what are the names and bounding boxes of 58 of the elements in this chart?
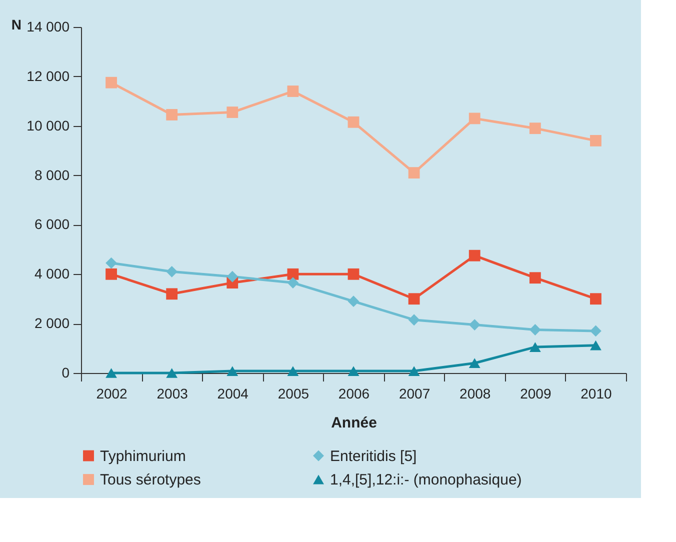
point bbox=[106, 76, 117, 88]
x-tick-label: 2007 bbox=[398, 386, 430, 402]
point bbox=[348, 296, 360, 308]
legend-label: Enteritidis [5] bbox=[330, 448, 417, 465]
y-tick-label: 10 000 bbox=[26, 117, 70, 134]
y-axis-title: N bbox=[11, 16, 22, 32]
point bbox=[590, 325, 602, 337]
legend-label: Tous sérotypes bbox=[100, 472, 201, 488]
x-tick-label: 2004 bbox=[217, 386, 249, 402]
x-tick-label: 2006 bbox=[338, 386, 370, 402]
point bbox=[348, 268, 360, 280]
point bbox=[226, 270, 238, 282]
point bbox=[226, 106, 238, 118]
point bbox=[226, 366, 238, 376]
point bbox=[529, 122, 541, 134]
point bbox=[468, 358, 480, 368]
point bbox=[408, 314, 420, 326]
y-tick-label: 4 000 bbox=[34, 266, 70, 282]
point bbox=[590, 134, 602, 146]
x-tick-label: 2008 bbox=[460, 386, 491, 402]
y-tick-label: 2 000 bbox=[34, 315, 70, 332]
y-tick-label: 8 000 bbox=[34, 166, 70, 183]
point bbox=[348, 366, 360, 376]
point bbox=[287, 86, 299, 97]
y-tick-label: 14 000 bbox=[26, 18, 70, 34]
point bbox=[106, 257, 117, 269]
point bbox=[166, 266, 178, 278]
y-tick-label: 6 000 bbox=[34, 216, 70, 232]
point bbox=[106, 368, 117, 378]
point bbox=[106, 268, 117, 280]
x-tick-label: 2010 bbox=[580, 386, 612, 402]
point bbox=[287, 268, 299, 280]
point bbox=[166, 288, 178, 300]
point bbox=[468, 112, 480, 124]
point bbox=[590, 293, 602, 305]
point bbox=[408, 366, 420, 376]
point bbox=[287, 366, 299, 376]
x-tick-label: 2009 bbox=[520, 386, 552, 402]
y-tick-label: 0 bbox=[62, 364, 70, 380]
legend-label: 1,4,[5],12:i:- (monophasique) bbox=[330, 472, 522, 488]
x-tick-label: 2005 bbox=[278, 386, 310, 402]
point bbox=[166, 368, 178, 378]
point bbox=[408, 293, 420, 305]
point bbox=[529, 342, 541, 352]
point bbox=[590, 340, 602, 350]
point bbox=[348, 116, 360, 128]
point bbox=[287, 277, 299, 288]
point bbox=[529, 324, 541, 336]
y-tick-label: 12 000 bbox=[26, 68, 70, 84]
x-axis-title: Année bbox=[331, 414, 377, 432]
x-tick-label: 2003 bbox=[156, 386, 188, 402]
x-tick-label: 2002 bbox=[96, 386, 128, 402]
point bbox=[529, 272, 541, 284]
point bbox=[166, 109, 178, 120]
point bbox=[468, 319, 480, 331]
legend-label: Typhimurium bbox=[100, 448, 186, 465]
point bbox=[408, 167, 420, 179]
point bbox=[468, 250, 480, 262]
